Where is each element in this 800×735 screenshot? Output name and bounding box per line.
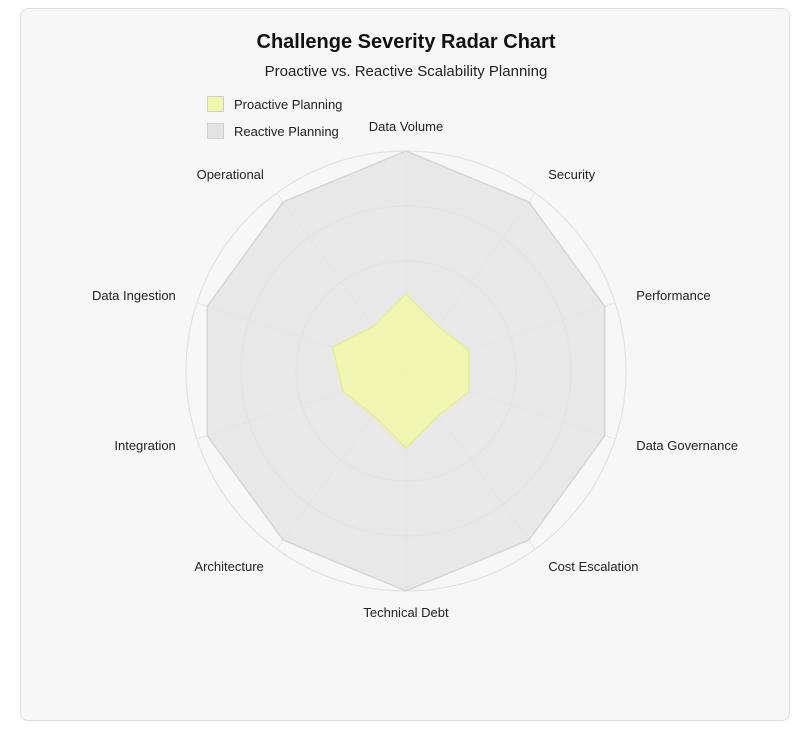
axis-label: Security <box>548 167 595 182</box>
axis-label: Performance <box>636 288 710 303</box>
legend-item-reactive[interactable]: Reactive Planning <box>207 122 342 140</box>
legend-label-reactive: Reactive Planning <box>234 123 339 139</box>
axis-label: Architecture <box>194 559 263 574</box>
legend-label-proactive: Proactive Planning <box>234 96 343 112</box>
axis-label: Data Ingestion <box>92 288 176 303</box>
axis-label: Data Volume <box>369 119 443 134</box>
legend-swatch-reactive <box>207 123 224 139</box>
axis-label: Integration <box>114 438 175 453</box>
axis-label: Data Governance <box>636 438 738 453</box>
chart-subtitle: Proactive vs. Reactive Scalability Plann… <box>264 63 548 80</box>
axis-label: Cost Escalation <box>548 559 638 574</box>
legend-swatch-proactive <box>207 96 224 112</box>
legend: Proactive Planning Reactive Planning <box>207 95 342 149</box>
legend-item-proactive[interactable]: Proactive Planning <box>207 95 342 113</box>
axis-label: Operational <box>197 167 264 182</box>
chart-title: Challenge Severity Radar Chart <box>256 31 556 53</box>
axis-label: Technical Debt <box>363 605 449 620</box>
series-area-proactive <box>331 292 470 450</box>
